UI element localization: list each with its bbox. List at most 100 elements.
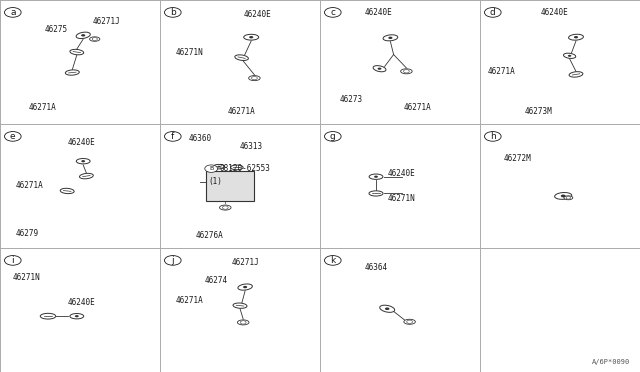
Text: e: e xyxy=(10,132,15,141)
Text: 46240E: 46240E xyxy=(67,298,95,307)
Circle shape xyxy=(75,315,79,317)
Circle shape xyxy=(243,286,247,288)
Text: 46271A: 46271A xyxy=(488,67,516,76)
Circle shape xyxy=(324,7,341,17)
Text: (1): (1) xyxy=(208,177,222,186)
Circle shape xyxy=(81,34,85,36)
Ellipse shape xyxy=(230,165,243,170)
Ellipse shape xyxy=(233,303,247,308)
Ellipse shape xyxy=(563,53,576,58)
Text: 46360: 46360 xyxy=(189,134,212,143)
Circle shape xyxy=(241,321,246,324)
Text: j: j xyxy=(172,256,174,265)
Circle shape xyxy=(164,132,181,141)
Text: d: d xyxy=(490,8,495,17)
Text: 46271A: 46271A xyxy=(29,103,56,112)
Circle shape xyxy=(4,256,21,265)
Text: 46364: 46364 xyxy=(365,263,388,272)
Text: 46273: 46273 xyxy=(339,95,362,104)
Circle shape xyxy=(374,176,378,178)
Ellipse shape xyxy=(70,49,84,55)
Circle shape xyxy=(324,132,341,141)
Text: 46271N: 46271N xyxy=(387,194,415,203)
Ellipse shape xyxy=(373,65,386,72)
Text: 46271A: 46271A xyxy=(176,296,204,305)
Ellipse shape xyxy=(404,319,415,324)
Ellipse shape xyxy=(79,173,93,179)
Ellipse shape xyxy=(401,69,412,74)
Circle shape xyxy=(4,132,21,141)
Ellipse shape xyxy=(569,72,583,77)
Text: 46271N: 46271N xyxy=(13,273,40,282)
Circle shape xyxy=(378,68,381,70)
Text: 46279: 46279 xyxy=(16,229,39,238)
Ellipse shape xyxy=(76,32,90,39)
Ellipse shape xyxy=(90,37,100,41)
Ellipse shape xyxy=(564,196,573,200)
Ellipse shape xyxy=(369,174,383,179)
Text: A/6P*0090: A/6P*0090 xyxy=(592,359,630,365)
Text: b: b xyxy=(170,8,175,17)
Text: 46240E: 46240E xyxy=(243,10,271,19)
Circle shape xyxy=(218,166,220,167)
Circle shape xyxy=(4,7,21,17)
Text: 46240E: 46240E xyxy=(541,8,568,17)
Circle shape xyxy=(574,36,578,38)
Text: 46276A: 46276A xyxy=(195,231,223,240)
Text: 46273M: 46273M xyxy=(525,107,552,116)
Ellipse shape xyxy=(383,35,397,41)
Circle shape xyxy=(205,165,218,172)
Circle shape xyxy=(484,7,501,17)
Ellipse shape xyxy=(235,55,248,61)
Bar xyxy=(206,171,255,201)
Text: B: B xyxy=(209,166,213,171)
Text: 46271A: 46271A xyxy=(227,107,255,116)
Ellipse shape xyxy=(249,76,260,81)
Circle shape xyxy=(385,307,389,310)
Circle shape xyxy=(92,38,97,41)
Circle shape xyxy=(81,160,85,162)
Circle shape xyxy=(566,196,571,199)
Circle shape xyxy=(407,320,413,323)
Text: 46275: 46275 xyxy=(45,25,68,34)
Text: 46271N: 46271N xyxy=(176,48,204,57)
Circle shape xyxy=(252,77,257,80)
Circle shape xyxy=(223,206,228,209)
Text: f: f xyxy=(171,132,175,141)
Ellipse shape xyxy=(220,205,231,210)
Ellipse shape xyxy=(369,191,383,196)
Text: 46274: 46274 xyxy=(205,276,228,285)
Text: 46313: 46313 xyxy=(240,142,263,151)
Text: 46240E: 46240E xyxy=(365,8,392,17)
Text: 46272M: 46272M xyxy=(504,154,532,163)
Text: 46240E: 46240E xyxy=(67,138,95,147)
Text: c: c xyxy=(330,8,335,17)
Ellipse shape xyxy=(237,320,249,325)
Ellipse shape xyxy=(70,314,84,319)
Ellipse shape xyxy=(380,305,395,312)
Ellipse shape xyxy=(76,158,90,164)
Text: a: a xyxy=(10,8,15,17)
Ellipse shape xyxy=(60,188,74,193)
Circle shape xyxy=(484,132,501,141)
Text: i: i xyxy=(12,256,14,265)
Ellipse shape xyxy=(238,284,252,290)
Ellipse shape xyxy=(65,70,79,75)
Text: g: g xyxy=(330,132,335,141)
Circle shape xyxy=(164,7,181,17)
Circle shape xyxy=(404,70,410,73)
Text: 08120-62553: 08120-62553 xyxy=(220,164,270,173)
Circle shape xyxy=(164,256,181,265)
Text: 46271J: 46271J xyxy=(93,17,120,26)
Circle shape xyxy=(324,256,341,265)
Text: h: h xyxy=(490,132,495,141)
Circle shape xyxy=(388,36,392,39)
Ellipse shape xyxy=(568,34,584,40)
Ellipse shape xyxy=(555,192,572,199)
Text: 46271A: 46271A xyxy=(403,103,431,112)
Ellipse shape xyxy=(40,313,56,319)
Circle shape xyxy=(568,55,572,57)
Ellipse shape xyxy=(244,34,259,40)
Text: 46271J: 46271J xyxy=(232,259,260,267)
Text: k: k xyxy=(330,256,335,265)
